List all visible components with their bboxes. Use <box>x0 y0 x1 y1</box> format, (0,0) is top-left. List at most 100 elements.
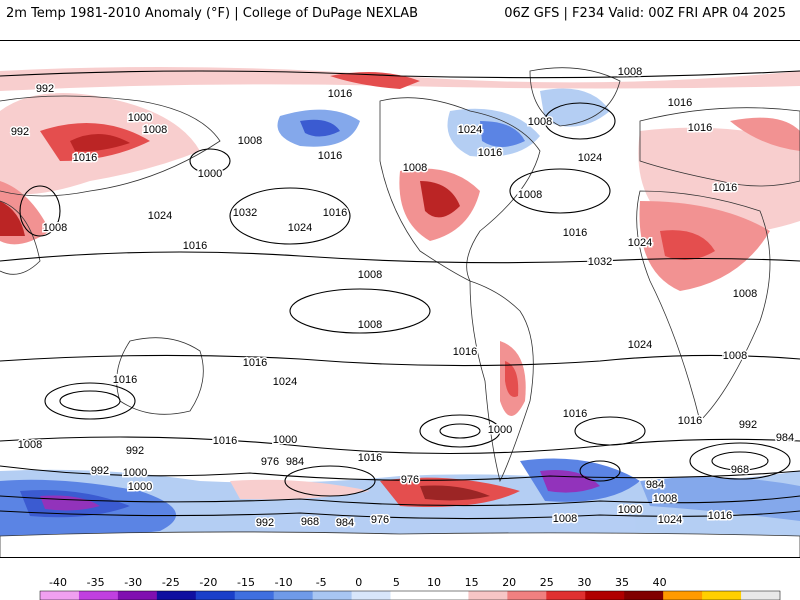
isobar-label: 1000 <box>128 112 152 124</box>
legend-swatch <box>117 591 158 600</box>
coastlines <box>0 67 800 483</box>
isobar-label: 992 <box>126 445 144 457</box>
isobar-label: 1024 <box>628 339 652 351</box>
isobar-label: 1016 <box>563 408 587 420</box>
isobar-label: 992 <box>11 126 29 138</box>
isobar-label: 1024 <box>273 376 297 388</box>
isobar-label: 984 <box>336 517 354 529</box>
legend-swatch <box>546 591 586 600</box>
isobar-label: 992 <box>91 465 109 477</box>
isobar-label: 1016 <box>688 122 712 134</box>
isobar-label: 1000 <box>618 504 642 516</box>
isobar-label: 1016 <box>708 510 732 522</box>
isobar-label: 1032 <box>588 256 612 268</box>
isobar-label: 992 <box>256 517 274 529</box>
isobar-label: 1016 <box>213 435 237 447</box>
isobar-label: 1008 <box>733 288 757 300</box>
legend-tick-label: -30 <box>124 576 143 589</box>
legend-tick-label: -10 <box>274 576 293 589</box>
isobar-label: 1016 <box>328 88 352 100</box>
isobar-label: 1008 <box>238 135 262 147</box>
isobar-label: 1008 <box>553 513 577 525</box>
isobar-label: 1016 <box>563 227 587 239</box>
isobar-label: 1000 <box>198 168 222 180</box>
anomaly-shading <box>0 67 800 541</box>
isobar-label: 992 <box>739 419 757 431</box>
legend-swatch <box>702 591 742 600</box>
legend-swatch <box>273 591 314 600</box>
isobar-label: 1016 <box>358 452 382 464</box>
legend-swatch <box>741 591 781 600</box>
legend-swatch <box>663 591 703 600</box>
isobar-label: 968 <box>731 464 749 476</box>
isobar-label: 1000 <box>123 467 147 479</box>
isobar-label: 976 <box>401 474 419 486</box>
anomaly-map: 1008 992 1000 992 1008 1016 1016 1008 1000 1016 10… <box>0 40 800 558</box>
legend-swatch <box>234 591 275 600</box>
legend-tick-label: 40 <box>652 576 667 589</box>
legend-tick-label: -15 <box>237 576 255 589</box>
legend-tick-label: -20 <box>199 576 218 589</box>
isobar-label: 1024 <box>628 237 652 249</box>
legend-tick-label: -25 <box>161 576 180 589</box>
isobar-label: 1008 <box>518 189 542 201</box>
isobar-label: 1016 <box>713 182 737 194</box>
legend-swatch <box>585 591 625 600</box>
legend-tick-label: 15 <box>464 576 479 589</box>
isobar-label: 1008 <box>18 439 42 451</box>
isobar-label: 1024 <box>458 124 482 136</box>
isobar-label: 1016 <box>668 97 692 109</box>
isobar-label: 1016 <box>73 152 97 164</box>
antarctica <box>0 531 800 557</box>
isobar-label: 1008 <box>653 493 677 505</box>
legend-swatch <box>195 591 236 600</box>
isobar-label: 1016 <box>183 240 207 252</box>
isobar-label: 1024 <box>288 222 312 234</box>
legend-swatch <box>624 591 664 600</box>
legend-swatch <box>468 591 508 600</box>
isobar-label: 1032 <box>233 207 257 219</box>
legend-swatch <box>78 591 119 600</box>
legend-tick-label: 35 <box>615 576 629 589</box>
model-run-label: 06Z GFS | F234 Valid: 00Z FRI APR 04 202… <box>504 6 786 21</box>
isobar-label: 968 <box>301 516 319 528</box>
legend-swatch <box>156 591 197 600</box>
isobar-label: 1016 <box>323 207 347 219</box>
isobar-label: 1008 <box>618 66 642 78</box>
isobar-label: 1016 <box>243 357 267 369</box>
legend-swatch <box>390 591 430 600</box>
legend-tick-label: 0 <box>355 576 363 589</box>
isobar-label: 1008 <box>723 350 747 362</box>
legend-tick-label: 25 <box>539 576 554 589</box>
map-title: 2m Temp 1981-2010 Anomaly (°F) | College… <box>6 6 419 21</box>
isobar-label: 1008 <box>358 319 382 331</box>
legend-tick-label: 30 <box>577 576 592 589</box>
isobar-label: 1016 <box>478 147 502 159</box>
legend-tick-label: -35 <box>86 576 105 589</box>
isobar-label: 1008 <box>43 222 67 234</box>
isobar-label: 1008 <box>143 124 167 136</box>
isobar-label: 1024 <box>148 210 172 222</box>
legend-swatch <box>312 591 353 600</box>
legend-swatch <box>429 591 469 600</box>
legend-swatch <box>40 591 80 600</box>
isobar-label: 984 <box>646 479 664 491</box>
isobar-label: 976 <box>261 456 279 468</box>
isobar-label: 1016 <box>453 346 477 358</box>
isobar-label: 1024 <box>578 152 602 164</box>
legend-tick-label: -5 <box>315 576 327 589</box>
isobar-label: 976 <box>371 514 389 526</box>
legend-tick-label: 20 <box>502 576 517 589</box>
isobar-label: 1000 <box>273 434 297 446</box>
isobar-label: 992 <box>36 83 54 95</box>
isobar-label: 1016 <box>318 150 342 162</box>
isobar-label: 1016 <box>113 374 137 386</box>
legend-swatch <box>351 591 392 600</box>
isobar-label: 1000 <box>128 481 152 493</box>
isobar-label: 1008 <box>358 269 382 281</box>
legend-tick-label: -40 <box>49 576 67 589</box>
isobar-label: 1016 <box>678 415 702 427</box>
isobar-label: 984 <box>776 432 794 444</box>
